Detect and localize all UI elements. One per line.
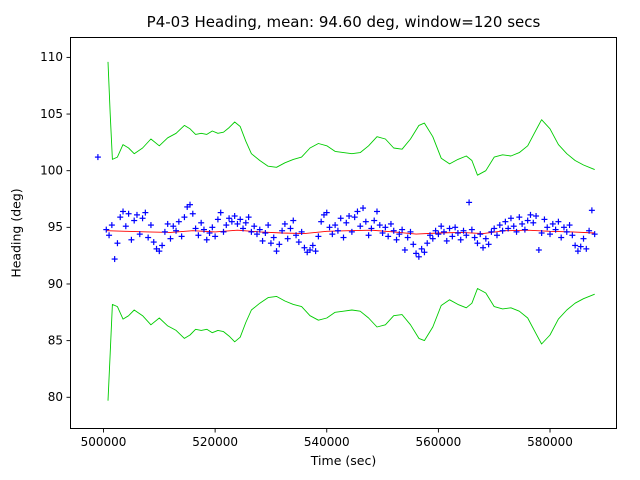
y-tick-label: 100 [40, 164, 63, 178]
y-axis-label: Heading (deg) [8, 188, 24, 278]
y-tick-label: 80 [48, 390, 63, 404]
axes-border [70, 37, 617, 429]
x-axis-label: Time (sec) [310, 453, 377, 468]
x-tick-label: 560000 [415, 435, 461, 449]
y-tick-label: 110 [40, 50, 63, 64]
x-tick-label: 520000 [192, 435, 238, 449]
heading-samples-markers [94, 154, 598, 263]
x-tick-label: 500000 [81, 435, 127, 449]
lower-envelope-line [107, 288, 595, 401]
y-tick-label: 85 [48, 333, 63, 347]
x-tick-label: 540000 [304, 435, 350, 449]
axes-background [70, 37, 617, 429]
upper-envelope-line [107, 61, 595, 176]
y-tick-label: 90 [48, 277, 63, 291]
y-tick-label: 105 [40, 107, 63, 121]
running-mean-line [106, 229, 595, 235]
x-tick-label: 580000 [527, 435, 573, 449]
y-tick-label: 95 [48, 220, 63, 234]
chart-title: P4-03 Heading, mean: 94.60 deg, window=1… [146, 13, 541, 31]
